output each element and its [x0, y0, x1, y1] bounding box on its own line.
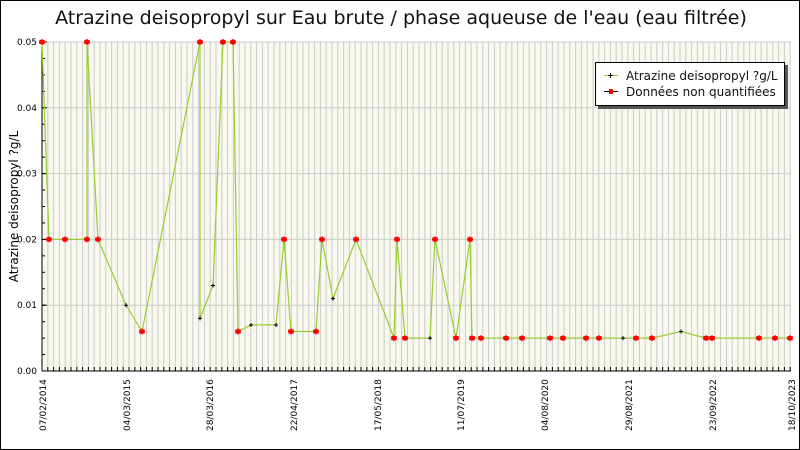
data-point-quantified — [124, 303, 128, 308]
data-point-non-quantified — [230, 39, 236, 45]
x-tick-label: 11/07/2019 — [457, 379, 467, 431]
data-point-non-quantified — [394, 236, 400, 243]
data-point-non-quantified — [84, 39, 90, 45]
data-point-quantified — [211, 283, 215, 288]
data-point-non-quantified — [519, 335, 525, 342]
legend-black-marker-icon — [604, 71, 618, 81]
data-point-non-quantified — [281, 236, 287, 243]
data-point-non-quantified — [547, 335, 553, 342]
x-tick-label: 22/04/2017 — [290, 379, 300, 431]
data-point-non-quantified — [756, 335, 762, 342]
data-point-quantified — [428, 336, 432, 341]
data-point-non-quantified — [649, 335, 655, 342]
data-point-non-quantified — [453, 335, 459, 342]
data-point-non-quantified — [469, 335, 475, 342]
data-point-non-quantified — [432, 236, 438, 243]
data-point-non-quantified — [391, 335, 397, 342]
y-tick-label: 0.03 — [17, 170, 37, 180]
data-point-non-quantified — [95, 236, 101, 243]
data-point-non-quantified — [197, 39, 203, 45]
data-point-non-quantified — [288, 328, 294, 335]
x-tick-label: 23/09/2022 — [709, 379, 719, 431]
data-point-quantified — [679, 329, 683, 334]
y-tick-label: 0.05 — [17, 38, 37, 48]
y-tick-label: 0.02 — [17, 235, 37, 245]
x-tick-label: 17/05/2018 — [374, 379, 384, 431]
data-point-non-quantified — [46, 236, 52, 243]
data-point-non-quantified — [220, 39, 226, 45]
data-point-quantified — [198, 316, 202, 321]
x-tick-label: 29/08/2021 — [625, 379, 635, 431]
data-point-non-quantified — [319, 236, 325, 243]
data-point-non-quantified — [709, 335, 715, 342]
data-point-non-quantified — [139, 328, 145, 335]
data-point-non-quantified — [62, 236, 68, 243]
data-point-non-quantified — [39, 39, 45, 45]
data-point-non-quantified — [596, 335, 602, 342]
data-point-quantified — [249, 322, 253, 327]
legend-item-quantified: Atrazine deisopropyl ?g/L — [604, 69, 778, 83]
chart-title: Atrazine deisopropyl sur Eau brute / pha… — [55, 7, 747, 29]
data-point-non-quantified — [353, 236, 359, 243]
data-point-non-quantified — [402, 335, 408, 342]
x-tick-label: 18/10/2023 — [788, 379, 798, 431]
data-point-non-quantified — [313, 328, 319, 335]
data-point-quantified — [621, 336, 625, 341]
y-tick-label: 0.00 — [17, 367, 37, 377]
data-point-non-quantified — [560, 335, 566, 342]
data-point-quantified — [274, 322, 278, 327]
data-point-non-quantified — [478, 335, 484, 342]
data-point-quantified — [331, 296, 335, 301]
data-point-non-quantified — [84, 236, 90, 243]
legend-item-non-quantified: Données non quantifiées — [604, 85, 776, 99]
x-tick-label: 07/02/2014 — [39, 379, 49, 431]
chart-legend: Atrazine deisopropyl ?g/L Données non qu… — [595, 62, 785, 106]
x-tick-label: 04/03/2015 — [123, 379, 133, 431]
series-line — [41, 41, 790, 339]
data-point-non-quantified — [772, 335, 778, 342]
data-point-non-quantified — [787, 335, 793, 342]
legend-label: Atrazine deisopropyl ?g/L — [626, 69, 778, 83]
y-tick-label: 0.01 — [17, 301, 37, 311]
legend-label: Données non quantifiées — [626, 85, 776, 99]
data-point-non-quantified — [235, 328, 241, 335]
data-point-non-quantified — [633, 335, 639, 342]
y-tick-label: 0.04 — [17, 104, 37, 114]
data-point-non-quantified — [467, 236, 473, 243]
x-tick-label: 28/03/2016 — [206, 379, 216, 431]
data-point-non-quantified — [583, 335, 589, 342]
data-point-non-quantified — [503, 335, 509, 342]
y-axis-label: Atrazine deisopropyl ?g/L — [7, 130, 21, 282]
data-point-non-quantified — [703, 335, 709, 342]
legend-red-marker-icon — [604, 87, 618, 97]
x-tick-label: 04/08/2020 — [541, 379, 551, 431]
